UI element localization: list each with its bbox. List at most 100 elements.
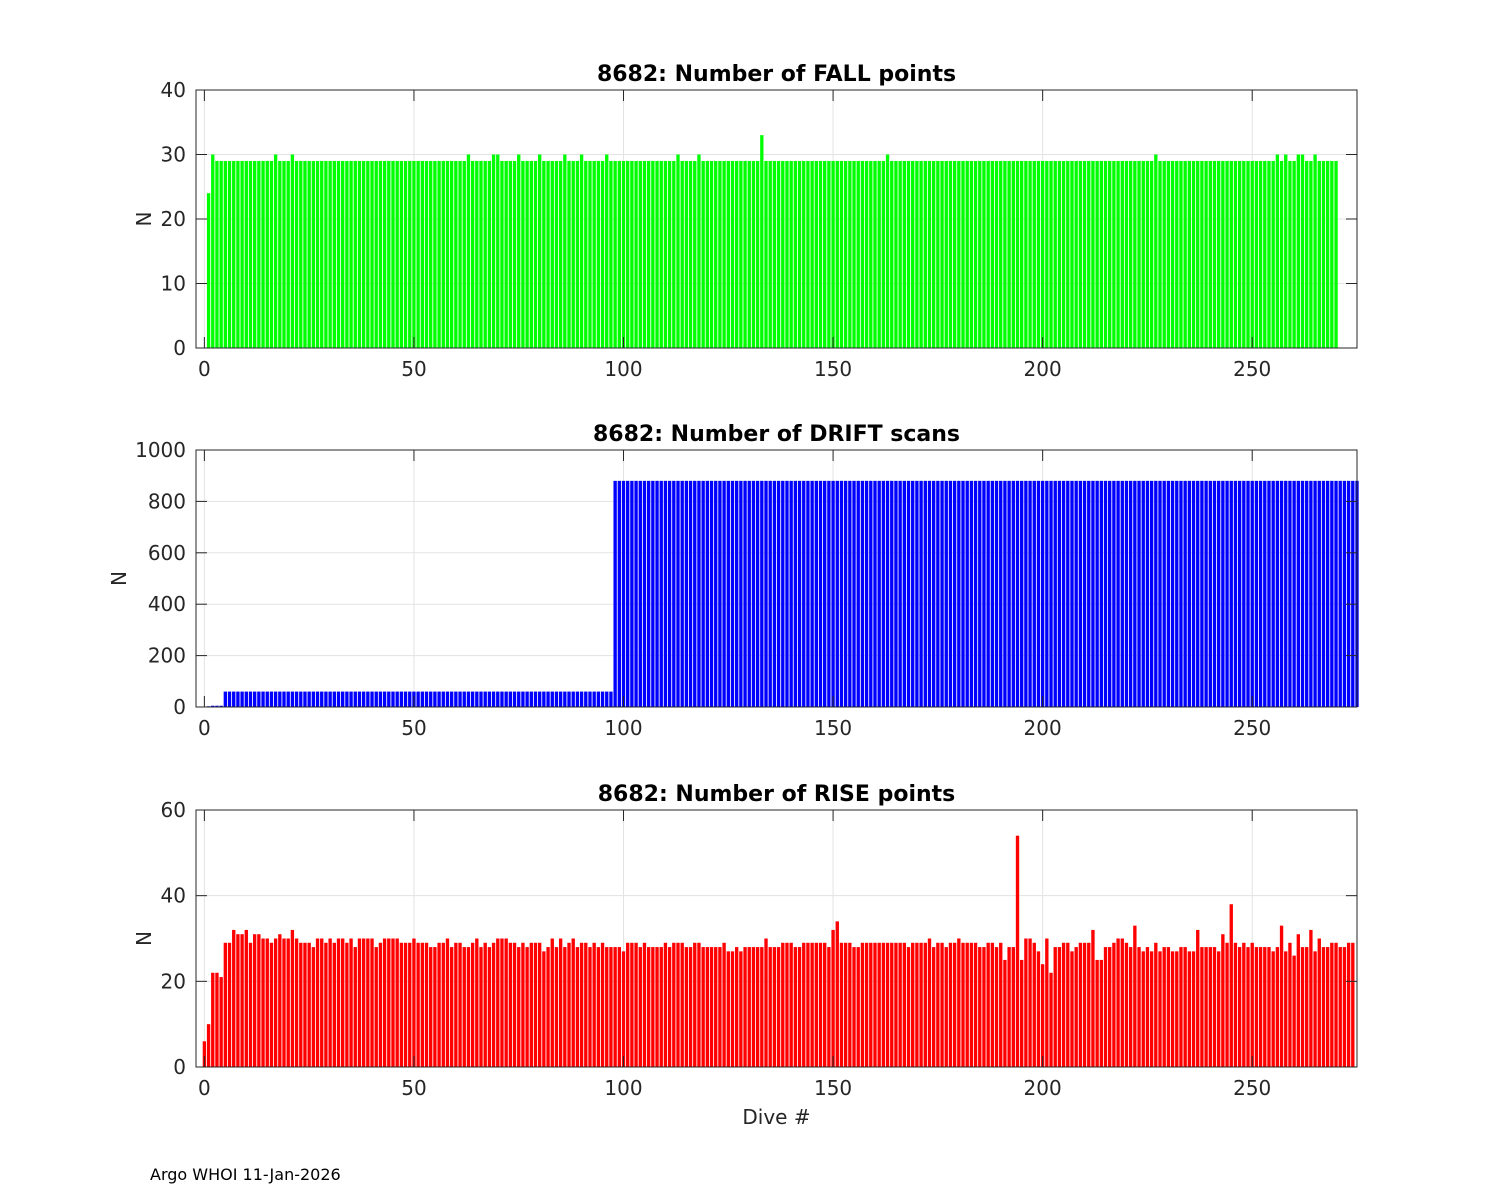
bar [1187,480,1192,707]
bar [655,160,659,348]
bar [1246,947,1250,1067]
bar [1116,160,1120,348]
bar [994,947,999,1067]
bar [353,160,357,348]
bar [1200,947,1204,1067]
x-tick-label: 150 [814,716,852,740]
bar [500,160,504,348]
bar [1225,942,1229,1067]
bar [273,691,278,707]
bar [1351,480,1355,707]
bar [320,938,324,1067]
bar [470,160,475,348]
bar [1271,480,1275,707]
bar [605,154,609,348]
bar [785,160,789,348]
bar [1330,942,1334,1067]
bar [315,938,320,1067]
bar [617,947,621,1067]
bar [399,942,404,1067]
bar [651,947,655,1067]
bar [441,160,445,348]
bar [965,480,969,707]
bar [726,160,730,348]
bar [575,947,580,1067]
bar [1284,480,1288,707]
bar [374,947,378,1067]
bar [1258,480,1263,707]
bar [1020,480,1024,707]
bar [265,160,269,348]
bar [248,942,253,1067]
bar [424,942,429,1067]
bar [1217,160,1221,348]
bar [1032,942,1036,1067]
bar [701,160,705,348]
bar [1133,480,1137,707]
bar [475,938,479,1067]
bar [864,942,869,1067]
bar [563,154,567,348]
bar [579,942,584,1067]
x-tick-label: 200 [1024,1076,1062,1100]
bar [1212,947,1217,1067]
bar [957,480,961,707]
bar [1053,947,1057,1067]
bar [1166,160,1171,348]
bar [1196,929,1200,1067]
bar [1325,160,1330,348]
bar [911,942,915,1067]
x-tick-label: 100 [604,716,642,740]
bar [797,160,802,348]
bar [571,938,575,1067]
bar [814,480,818,707]
bar [558,938,563,1067]
bar [571,160,575,348]
bar [311,947,316,1067]
bar [517,154,521,348]
bar [672,160,676,348]
bar [747,947,751,1067]
bar [1128,947,1133,1067]
bar [873,942,877,1067]
bar [1120,160,1124,348]
bar [403,160,408,348]
bar [1292,480,1296,707]
bar [454,691,458,707]
bar [554,691,559,707]
bar [659,947,663,1067]
bar [521,942,525,1067]
bar [1275,480,1280,707]
bar [336,938,341,1067]
bar [688,160,693,348]
bar [487,947,492,1067]
bar [881,160,886,348]
bar [219,977,223,1067]
bar [680,480,684,707]
bar [320,691,324,707]
bar [403,691,408,707]
bar [797,947,802,1067]
bar [341,938,345,1067]
bar [353,947,357,1067]
y-tick-label: 200 [148,644,186,668]
bar [1217,480,1221,707]
bar [894,160,898,348]
bar [1208,480,1212,707]
bar [315,691,320,707]
bar [772,160,777,348]
bar [823,160,827,348]
bar [1091,480,1095,707]
bar [1007,947,1011,1067]
bar [1325,480,1330,707]
bar [1082,480,1087,707]
bar [1242,160,1246,348]
bar [1011,947,1015,1067]
bar [961,480,965,707]
bar [1032,480,1036,707]
bar [718,160,722,348]
bar [890,942,894,1067]
bar [1334,160,1338,348]
bar [818,480,823,707]
bar [906,480,911,707]
